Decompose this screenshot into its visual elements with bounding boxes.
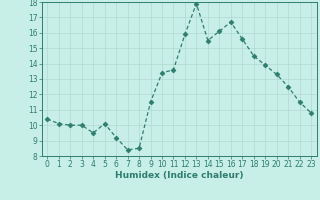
X-axis label: Humidex (Indice chaleur): Humidex (Indice chaleur)	[115, 171, 244, 180]
